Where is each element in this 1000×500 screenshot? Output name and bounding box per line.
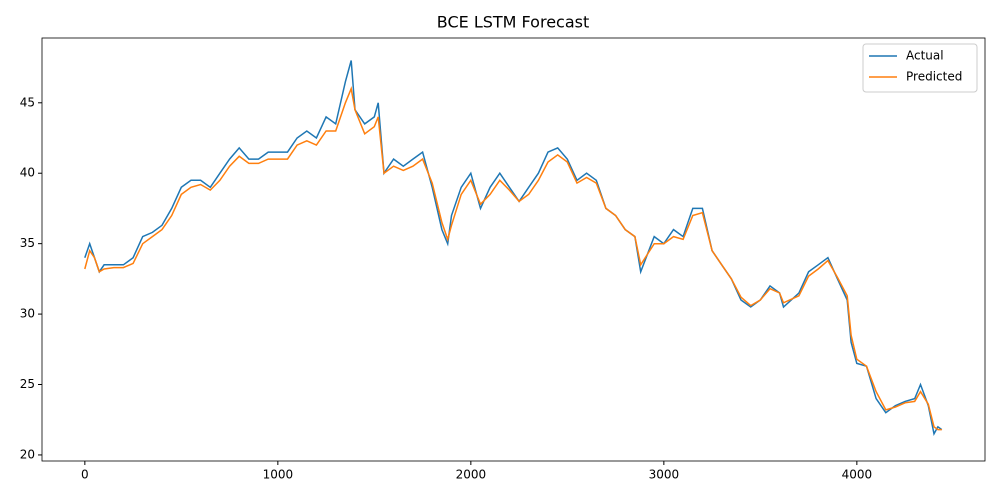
chart-title: BCE LSTM Forecast — [437, 13, 590, 32]
x-tick-label: 0 — [81, 468, 89, 482]
y-tick-label: 20 — [20, 447, 35, 461]
legend-label: Predicted — [906, 70, 962, 84]
x-tick-label: 4000 — [842, 468, 873, 482]
x-tick-label: 3000 — [649, 468, 680, 482]
y-tick-label: 30 — [20, 307, 35, 321]
y-tick-label: 45 — [20, 95, 35, 109]
x-tick-label: 2000 — [456, 468, 487, 482]
y-tick-label: 40 — [20, 166, 35, 180]
y-tick-label: 25 — [20, 377, 35, 391]
plot-frame — [41, 37, 986, 462]
x-tick-label: 1000 — [263, 468, 294, 482]
series-line — [84, 60, 943, 436]
legend-label: Actual — [906, 49, 944, 63]
y-tick-label: 35 — [20, 236, 35, 250]
series-line — [84, 86, 942, 431]
